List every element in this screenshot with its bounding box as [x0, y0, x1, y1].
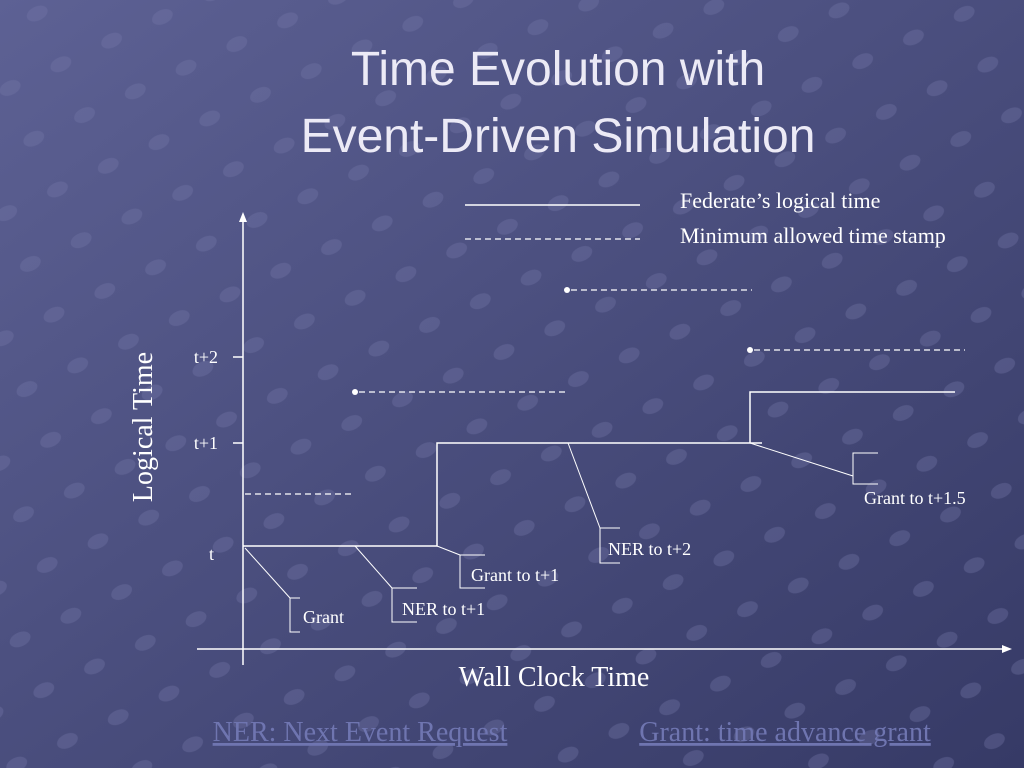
arrow — [239, 212, 247, 222]
callout-label: NER to t+2 — [608, 539, 691, 559]
tick-label: t+2 — [194, 347, 218, 367]
callout-label: Grant to t+1.5 — [864, 488, 966, 508]
title-line: Time Evolution with — [351, 43, 765, 96]
legend-label: Federate’s logical time — [680, 188, 880, 213]
callout-line — [436, 545, 461, 556]
tick-label: t+1 — [194, 433, 218, 453]
callout-line — [749, 442, 854, 477]
footer-link[interactable]: Grant: time advance grant — [639, 717, 931, 748]
tick-label: t — [209, 544, 214, 564]
dot — [352, 389, 358, 395]
callout-label: Grant to t+1 — [471, 565, 559, 585]
y-axis-label: Logical Time — [128, 352, 159, 502]
dot — [564, 287, 570, 293]
logical-time — [749, 391, 955, 443]
callout-label: Grant — [303, 607, 344, 627]
x-axis-label: Wall Clock Time — [459, 662, 650, 693]
callout-bracket — [391, 587, 417, 623]
arrow — [1002, 645, 1012, 653]
title-line: Event-Driven Simulation — [301, 110, 816, 163]
footer-link[interactable]: NER: Next Event Request — [213, 717, 508, 748]
dot — [747, 347, 753, 353]
callout-bracket — [852, 452, 878, 485]
callout-line — [567, 442, 601, 529]
callout-line — [354, 545, 393, 589]
legend-label: Minimum allowed time stamp — [680, 223, 946, 248]
callout-label: NER to t+1 — [402, 599, 485, 619]
callout-line — [244, 547, 291, 599]
callout-bracket — [599, 527, 620, 564]
logical-time — [243, 442, 762, 547]
callout-bracket — [459, 554, 485, 589]
callout-bracket — [289, 597, 300, 633]
